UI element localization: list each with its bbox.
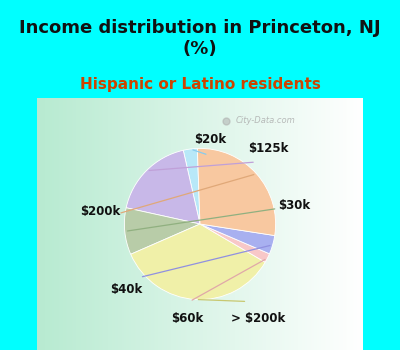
Text: Hispanic or Latino residents: Hispanic or Latino residents	[80, 77, 320, 92]
Text: $40k: $40k	[110, 282, 143, 296]
Text: $200k: $200k	[80, 205, 120, 218]
Text: > $200k: > $200k	[231, 312, 285, 325]
Wedge shape	[124, 208, 200, 254]
Wedge shape	[126, 150, 200, 224]
Text: $30k: $30k	[278, 198, 310, 212]
Text: City-Data.com: City-Data.com	[235, 116, 295, 125]
Wedge shape	[197, 148, 276, 236]
Wedge shape	[183, 148, 200, 224]
Wedge shape	[200, 224, 270, 262]
Wedge shape	[131, 224, 265, 300]
Wedge shape	[200, 224, 275, 254]
Text: $20k: $20k	[194, 133, 226, 147]
Text: $125k: $125k	[248, 142, 288, 155]
Text: $60k: $60k	[171, 312, 204, 325]
Text: Income distribution in Princeton, NJ
(%): Income distribution in Princeton, NJ (%)	[19, 19, 381, 58]
